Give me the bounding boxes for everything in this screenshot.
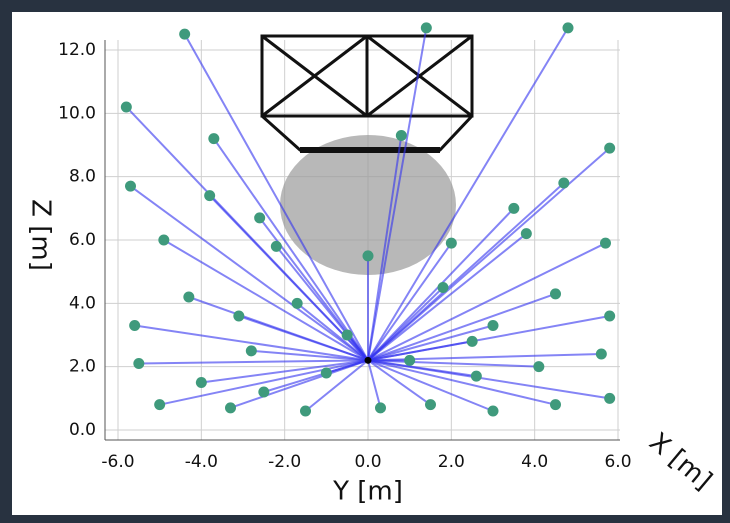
point: [604, 393, 615, 404]
x-tick-label: 2.0: [438, 452, 465, 472]
point: [563, 22, 574, 33]
point: [508, 203, 519, 214]
source: [365, 357, 372, 364]
y-tick-label: 0.0: [69, 420, 96, 440]
point: [158, 235, 169, 246]
point: [246, 345, 257, 356]
point: [467, 336, 478, 347]
point: [129, 320, 140, 331]
point: [604, 311, 615, 322]
point: [196, 377, 207, 388]
point: [375, 402, 386, 413]
point: [300, 406, 311, 417]
point: [204, 190, 215, 201]
point: [363, 250, 374, 261]
y-tick-label: 10.0: [58, 103, 96, 123]
chart: Y [m] Z [m] X [m] 0.02.04.06.08.010.012.…: [0, 0, 730, 523]
point: [421, 22, 432, 33]
y-tick-label: 6.0: [69, 230, 96, 250]
point: [604, 143, 615, 154]
point: [521, 228, 532, 239]
y-tick-label: 8.0: [69, 167, 96, 187]
point: [121, 102, 132, 113]
point: [533, 361, 544, 372]
point: [342, 330, 353, 341]
point: [404, 355, 415, 366]
point: [154, 399, 165, 410]
point: [396, 130, 407, 141]
point: [471, 371, 482, 382]
x-tick-label: 0.0: [354, 452, 381, 472]
y-axis-label: Z [m]: [26, 199, 56, 271]
x-tick-label: 4.0: [521, 452, 548, 472]
point: [133, 358, 144, 369]
point: [208, 133, 219, 144]
x-tick-label: -6.0: [101, 452, 134, 472]
point: [233, 311, 244, 322]
y-tick-label: 4.0: [69, 293, 96, 313]
point: [321, 368, 332, 379]
point: [438, 282, 449, 293]
point: [125, 181, 136, 192]
point: [550, 399, 561, 410]
point: [596, 349, 607, 360]
point: [258, 387, 269, 398]
point: [558, 178, 569, 189]
point: [254, 212, 265, 223]
x-axis-label: Y [m]: [332, 477, 403, 507]
y-tick-label: 2.0: [69, 357, 96, 377]
point: [550, 288, 561, 299]
point: [488, 406, 499, 417]
point: [271, 241, 282, 252]
point: [425, 399, 436, 410]
x-tick-label: -4.0: [185, 452, 218, 472]
point: [446, 238, 457, 249]
point: [183, 292, 194, 303]
y-tick-label: 12.0: [58, 40, 96, 60]
point: [179, 29, 190, 40]
point: [600, 238, 611, 249]
point: [292, 298, 303, 309]
x-tick-label: 6.0: [604, 452, 631, 472]
point: [488, 320, 499, 331]
point: [225, 402, 236, 413]
x-tick-label: -2.0: [268, 452, 301, 472]
